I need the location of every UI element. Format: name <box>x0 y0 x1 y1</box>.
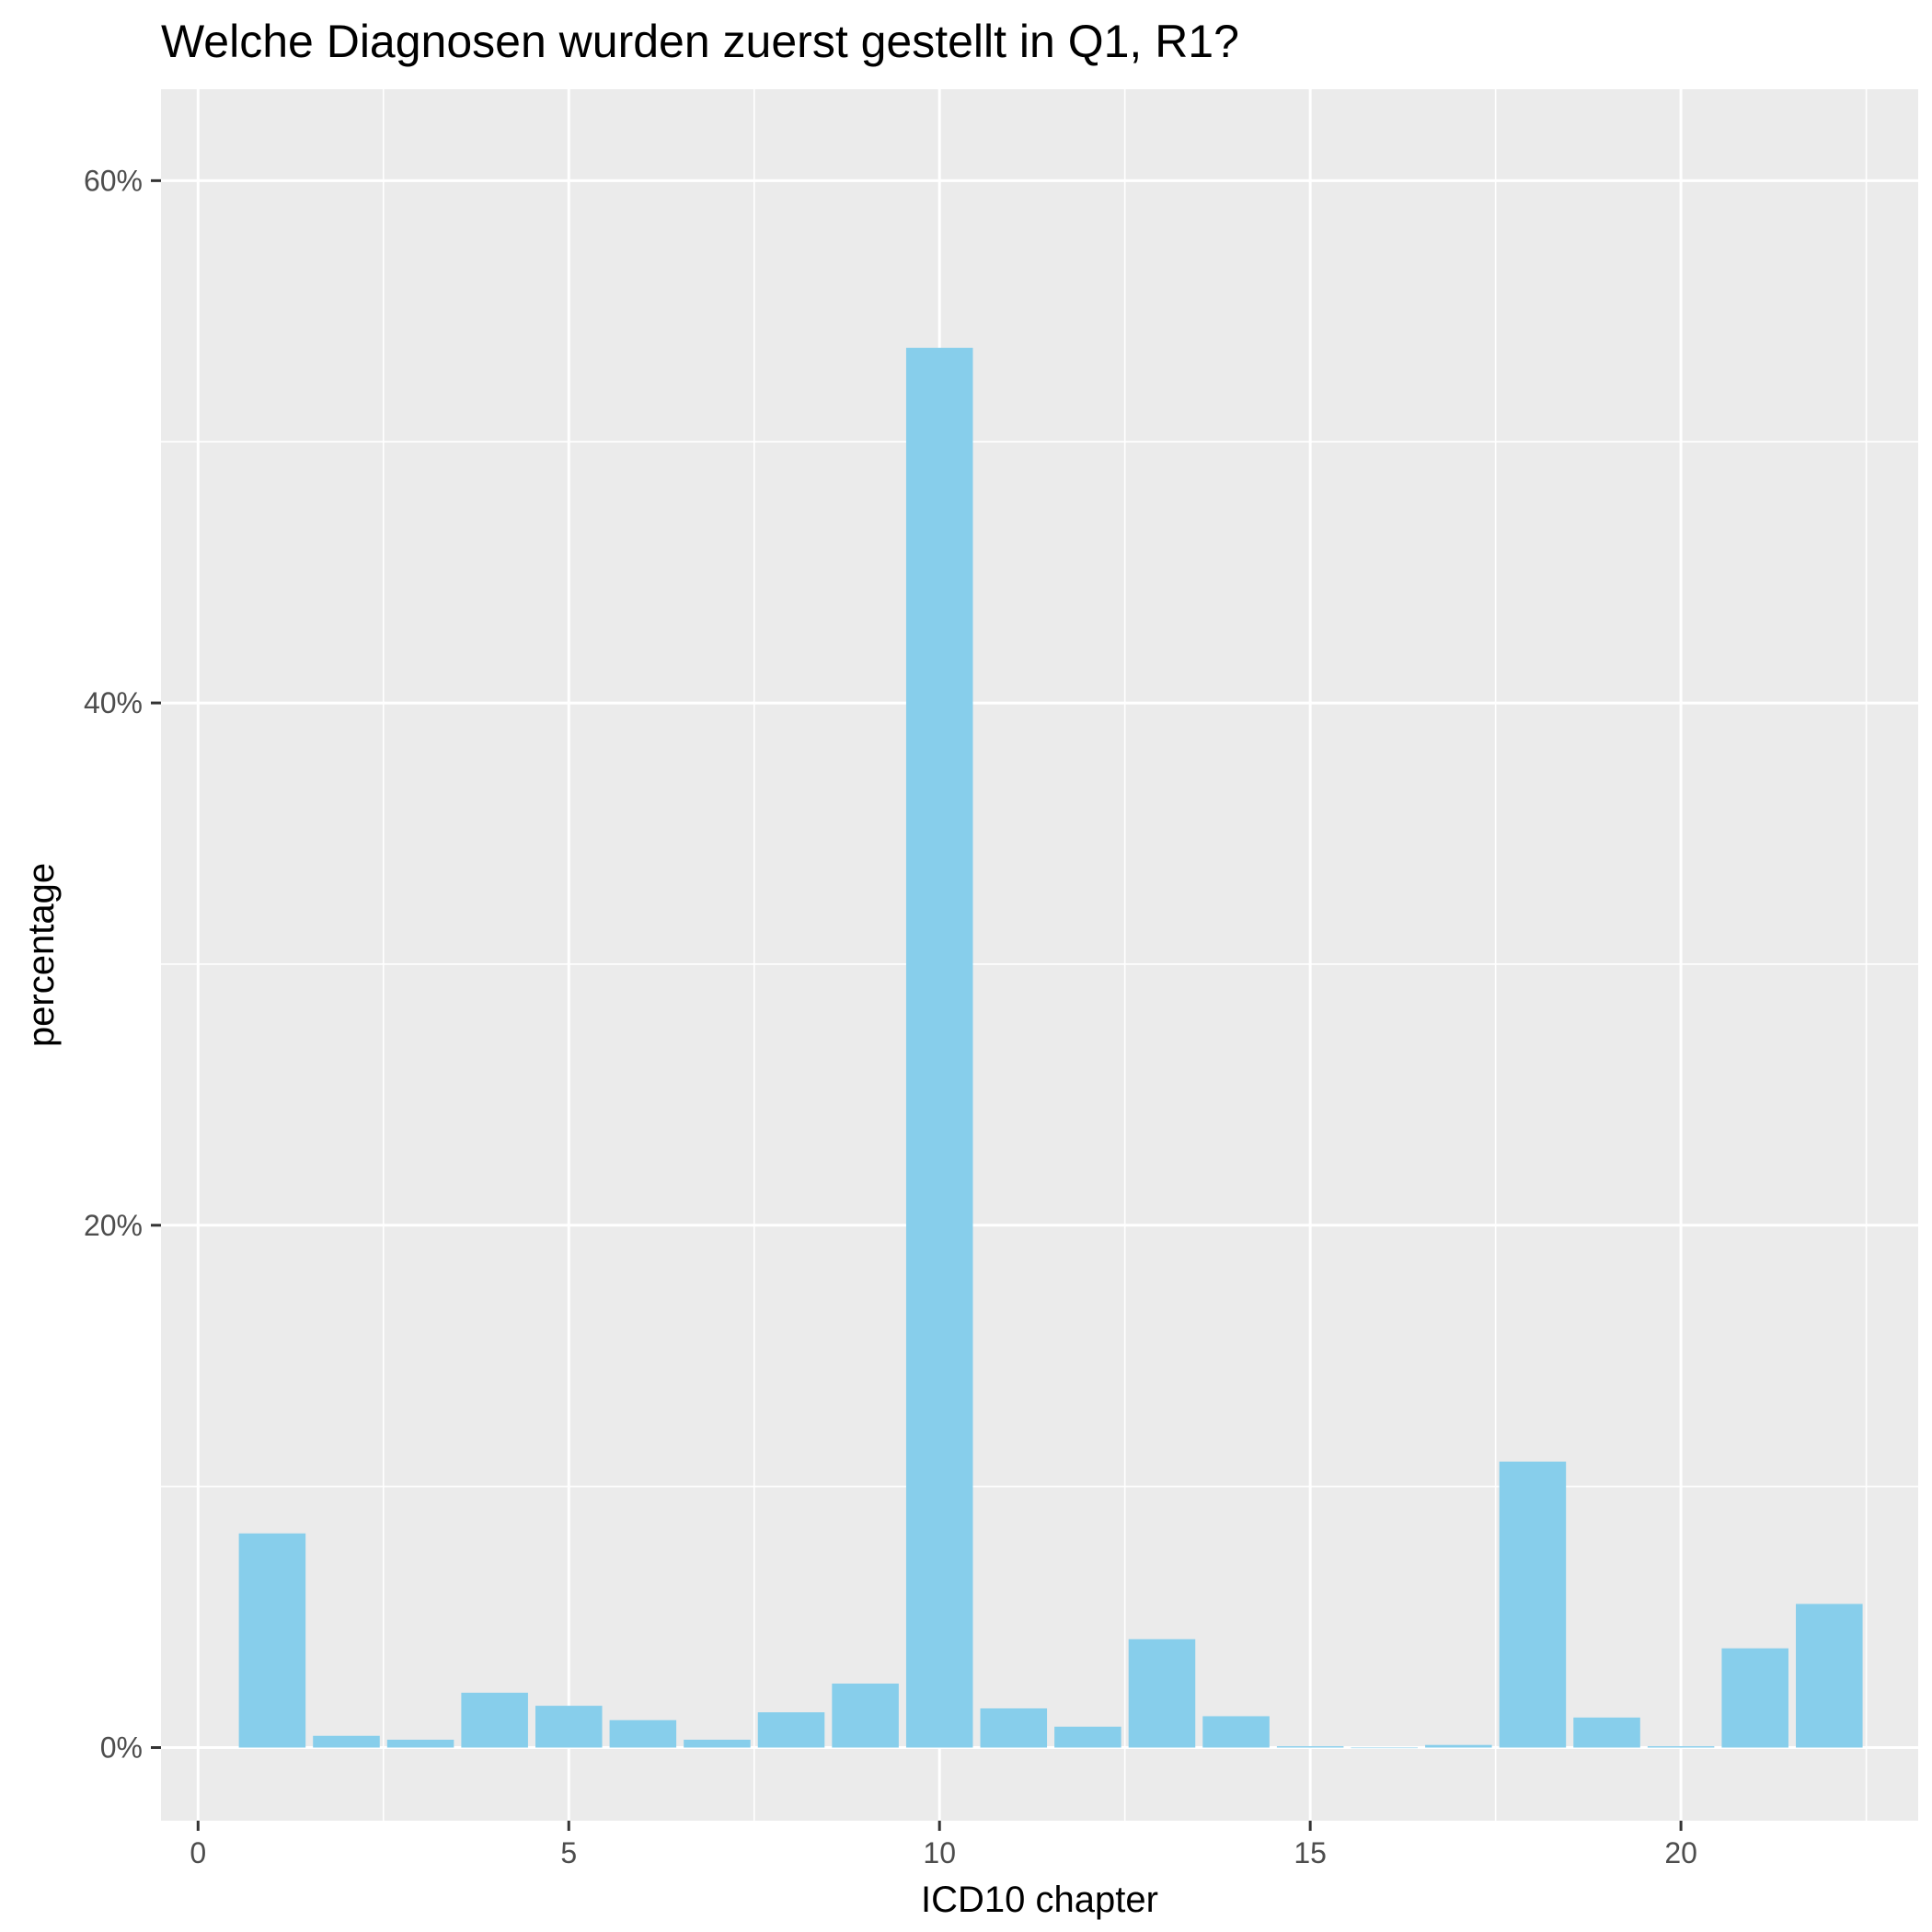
bar-chapter-19 <box>1573 1717 1640 1748</box>
bar-chapter-1 <box>238 1533 306 1748</box>
x-tick-label: 20 <box>1664 1836 1697 1869</box>
bar-chapter-6 <box>609 1719 677 1748</box>
y-tick-label: 40% <box>84 686 143 719</box>
bar-chapter-9 <box>832 1683 899 1748</box>
bar-chapter-13 <box>1128 1639 1196 1748</box>
bar-chapter-15 <box>1276 1746 1344 1748</box>
bar-chapter-10 <box>905 348 973 1748</box>
chart-title: Welche Diagnosen wurden zuerst gestellt … <box>161 16 1239 67</box>
bar-chapter-14 <box>1202 1716 1270 1748</box>
bar-chapter-5 <box>535 1706 603 1748</box>
bar-chapter-21 <box>1721 1648 1788 1748</box>
bars <box>238 348 1863 1749</box>
y-tick-label: 0% <box>100 1731 143 1765</box>
bar-chapter-20 <box>1647 1746 1715 1748</box>
bar-chapter-7 <box>684 1740 751 1748</box>
bar-chapter-16 <box>1351 1747 1419 1749</box>
x-axis: 0 5 10 15 20 <box>190 1821 1697 1869</box>
y-tick-label: 20% <box>84 1209 143 1242</box>
x-tick-label: 0 <box>190 1836 206 1869</box>
bar-chapter-22 <box>1796 1604 1863 1748</box>
x-axis-title: ICD10 chapter <box>921 1880 1158 1920</box>
x-tick-label: 15 <box>1294 1836 1327 1869</box>
y-axis-title: percentage <box>21 863 62 1047</box>
bar-chapter-8 <box>757 1712 825 1748</box>
bar-chapter-3 <box>386 1740 454 1748</box>
bar-chapter-2 <box>313 1735 380 1748</box>
x-tick-label: 5 <box>560 1836 577 1869</box>
bar-chapter-17 <box>1425 1744 1492 1748</box>
bar-chapter-18 <box>1499 1461 1567 1748</box>
bar-chapter-11 <box>980 1708 1048 1748</box>
minor-gridlines <box>161 89 1918 1821</box>
bar-chapter-4 <box>461 1692 528 1748</box>
bar-chapter-12 <box>1054 1726 1121 1748</box>
y-axis: 0% 20% 40% 60% <box>84 164 161 1765</box>
y-tick-label: 60% <box>84 164 143 197</box>
plot-panel <box>161 89 1918 1821</box>
x-tick-label: 10 <box>923 1836 956 1869</box>
